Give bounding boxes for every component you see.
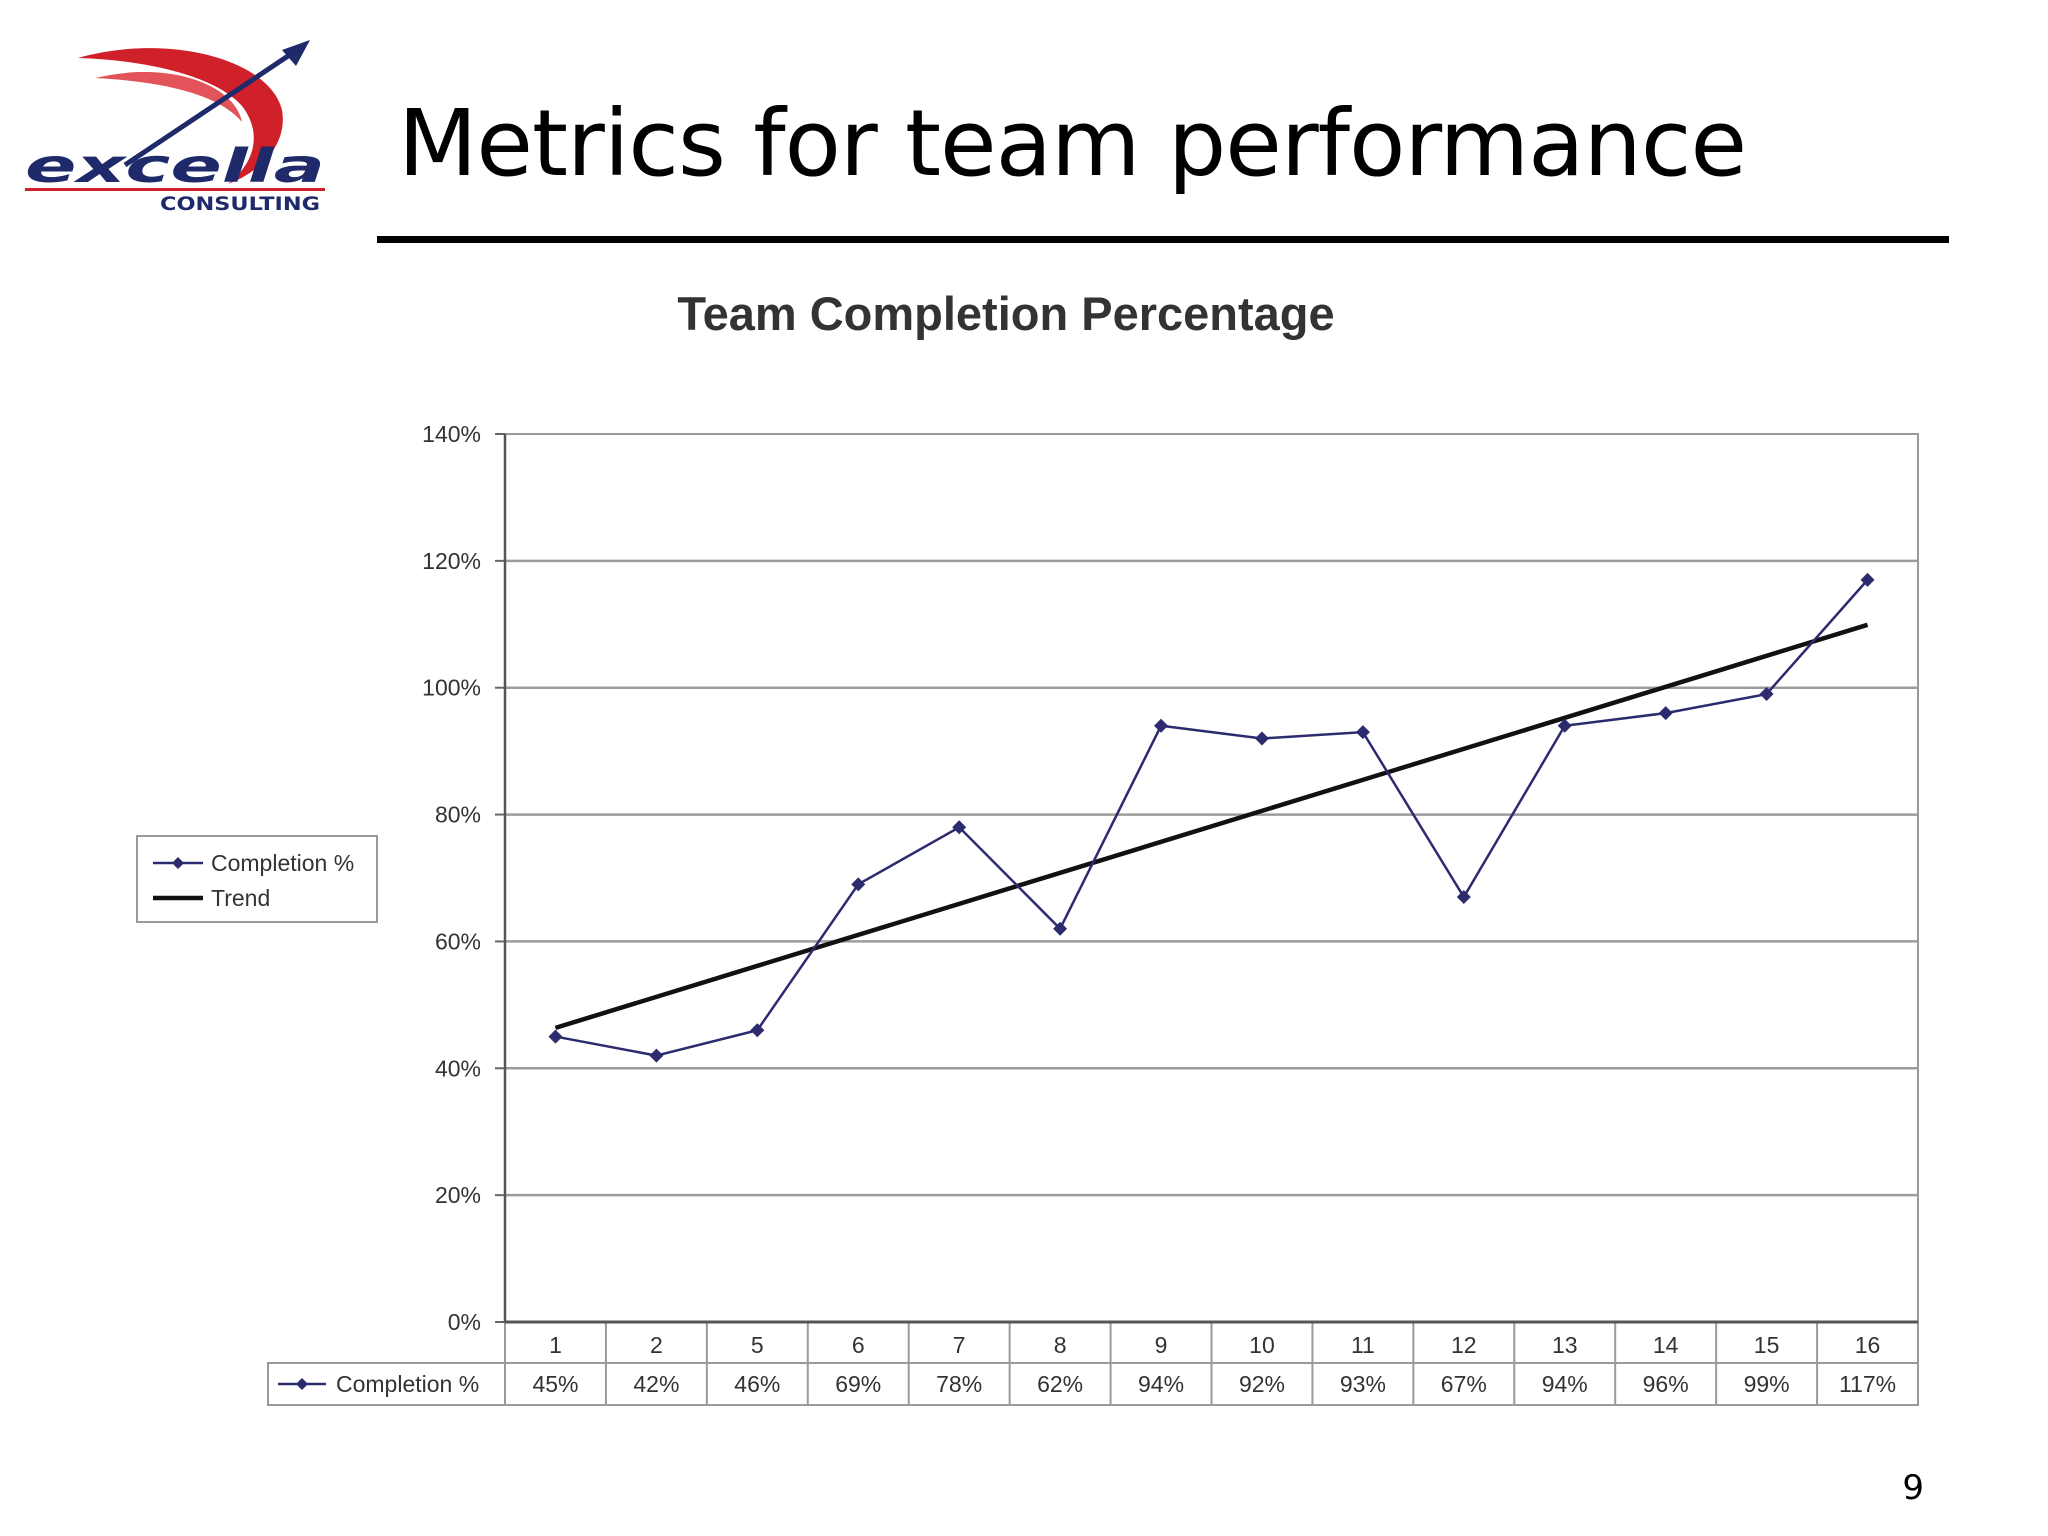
completion-point-marker (548, 1029, 563, 1044)
completion-point-marker (649, 1048, 664, 1063)
legend-completion-label: Completion % (211, 850, 354, 876)
x-category-label: 10 (1249, 1332, 1275, 1358)
slide-number: 9 (1902, 1468, 1924, 1508)
logo-wordmark: excella (25, 139, 325, 193)
legend-trend-label: Trend (211, 885, 270, 911)
legend-box (136, 835, 378, 923)
table-series-name: Completion % (336, 1371, 479, 1397)
x-category-label: 11 (1351, 1332, 1375, 1358)
completion-point-marker (1759, 687, 1774, 702)
y-tick-label: 80% (435, 802, 481, 828)
plot-area-frame (504, 433, 1919, 1323)
data-table-value: 94% (1138, 1371, 1184, 1397)
data-table-value: 117% (1839, 1371, 1896, 1397)
y-tick-label: 100% (422, 675, 481, 701)
x-category-label: 16 (1855, 1332, 1881, 1358)
data-table-value: 62% (1037, 1371, 1083, 1397)
completion-point-marker (952, 820, 967, 835)
x-category-label: 14 (1653, 1332, 1679, 1358)
x-category-label: 9 (1155, 1332, 1168, 1358)
completion-point-marker (1658, 706, 1673, 721)
y-tick-label: 40% (435, 1055, 481, 1081)
completion-series-line (555, 579, 1869, 1057)
completion-point-marker (851, 877, 866, 892)
completion-point-marker (750, 1023, 765, 1038)
data-table-value: 45% (532, 1371, 578, 1397)
x-category-label: 8 (1054, 1332, 1067, 1358)
x-category-label: 13 (1552, 1332, 1578, 1358)
data-table-value: 69% (835, 1371, 881, 1397)
completion-point-marker (1053, 921, 1068, 936)
y-tick-label: 0% (448, 1309, 481, 1335)
data-table-value: 96% (1643, 1371, 1689, 1397)
y-tick-label: 20% (435, 1182, 481, 1208)
x-category-label: 7 (953, 1332, 966, 1358)
title-divider (377, 236, 1949, 243)
y-tick-label: 120% (422, 548, 481, 574)
legend-completion-marker (172, 857, 184, 869)
y-tick-label: 140% (422, 421, 481, 447)
completion-point-marker (1355, 725, 1370, 740)
data-table-value: 67% (1441, 1371, 1487, 1397)
data-table-value: 78% (936, 1371, 982, 1397)
logo-tagline: CONSULTING (160, 193, 320, 215)
data-table-value: 92% (1239, 1371, 1285, 1397)
x-category-label: 6 (852, 1332, 865, 1358)
completion-point-marker (1557, 718, 1572, 733)
x-category-label: 12 (1451, 1332, 1477, 1358)
completion-point-marker (1860, 572, 1875, 587)
data-table-value: 93% (1340, 1371, 1386, 1397)
x-category-label: 1 (549, 1332, 562, 1358)
data-table-value: 42% (633, 1371, 679, 1397)
completion-point-marker (1456, 890, 1471, 905)
chart-title: Team Completion Percentage (677, 287, 1334, 340)
data-table-value: 99% (1744, 1371, 1790, 1397)
trend-line (554, 622, 1869, 1031)
x-category-label: 15 (1754, 1332, 1780, 1358)
data-table-value: 94% (1542, 1371, 1588, 1397)
completion-point-marker (1254, 731, 1269, 746)
x-category-label: 2 (650, 1332, 663, 1358)
excella-logo: excella CONSULTING (25, 40, 325, 215)
completion-point-marker (1154, 718, 1169, 733)
data-table-value: 46% (734, 1371, 780, 1397)
slide-title: Metrics for team performance (398, 90, 1747, 197)
y-tick-label: 60% (435, 928, 481, 954)
x-category-label: 5 (751, 1332, 764, 1358)
table-series-key-marker (296, 1378, 308, 1390)
